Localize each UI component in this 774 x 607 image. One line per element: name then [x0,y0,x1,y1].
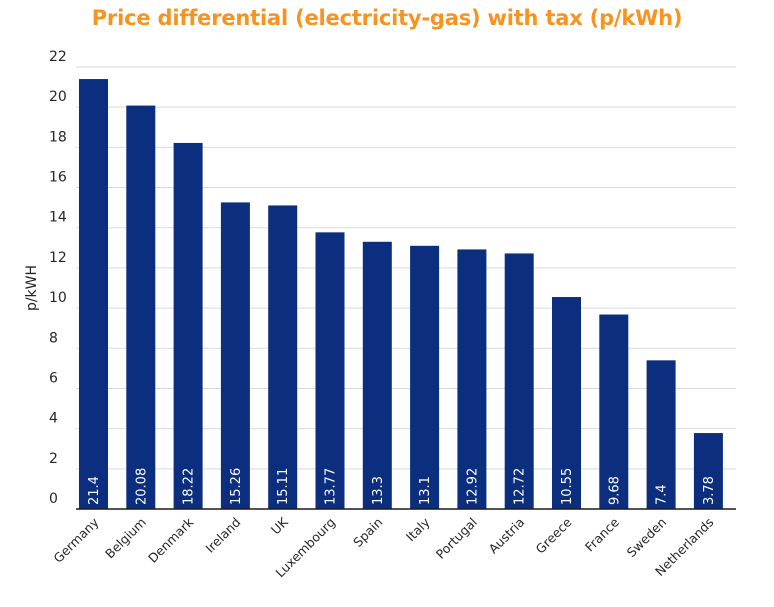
bar-austria [504,253,534,509]
y-tick-label: 10 [49,290,67,306]
y-tick-label: 6 [49,370,58,386]
bar-sweden [646,360,676,509]
bar-value-label: 13.3 [371,476,386,505]
bar-value-label: 21.4 [87,476,102,505]
bar-denmark [173,142,203,509]
bar-value-label: 3.78 [702,476,717,505]
bar-france [599,314,629,509]
bar-value-label: 10.55 [560,468,575,505]
x-category-label: Germany [50,514,102,566]
y-tick-label: 2 [49,451,58,467]
x-category-label: UK [268,514,291,537]
y-tick-label: 16 [49,170,67,186]
y-tick-label: 20 [49,89,67,105]
x-category-label: Italy [403,514,433,544]
bar-uk [268,205,298,509]
x-category-label: Ireland [202,515,243,556]
bar-value-label: 12.72 [513,468,528,505]
y-tick-label: 12 [49,250,67,266]
x-category-label: Greece [533,514,575,556]
y-tick-label: 0 [49,491,58,507]
x-category-label: Austria [485,515,527,557]
bar-luxembourg [315,232,345,509]
bar-value-label: 15.11 [276,468,291,505]
chart-title: Price differential (electricity-gas) wit… [91,6,683,30]
y-tick-label: 14 [49,210,67,226]
bar-belgium [126,105,156,509]
y-tick-label: 18 [49,129,67,145]
bar-netherlands [693,433,723,509]
bar-greece [552,297,581,509]
x-category-label: Spain [350,515,385,550]
bars: 21.4 20.08 18.22 15.26 15.11 13.77 13.3 13.1 12.… [79,79,723,510]
y-axis-title: p/kWH [24,265,40,311]
bar-value-label: 18.22 [182,468,197,505]
bar-value-label: 9.68 [607,476,622,505]
x-category-label: Sweden [624,515,670,561]
bar-germany [79,79,108,510]
y-axis-ticks: 0 2 4 6 8 10 12 14 16 18 20 22 [49,49,67,507]
bar-spain [362,241,392,510]
y-tick-label: 8 [49,330,58,346]
bar-value-label: 13.77 [324,468,339,505]
x-category-label: Belgium [102,515,149,562]
bar-value-label: 7.4 [655,484,670,505]
bar-italy [410,245,440,510]
bar-value-label: 15.26 [229,468,244,505]
bar-ireland [220,202,250,509]
x-category-label: Portugal [433,515,480,562]
bar-value-label: 13.1 [418,476,433,505]
bar-value-label: 20.08 [134,468,149,505]
x-category-label: Denmark [145,514,197,566]
y-tick-label: 4 [49,411,58,427]
y-tick-label: 22 [49,49,67,65]
x-category-label: France [582,514,622,554]
bar-value-label: 12.92 [465,468,480,505]
bar-portugal [457,249,487,509]
